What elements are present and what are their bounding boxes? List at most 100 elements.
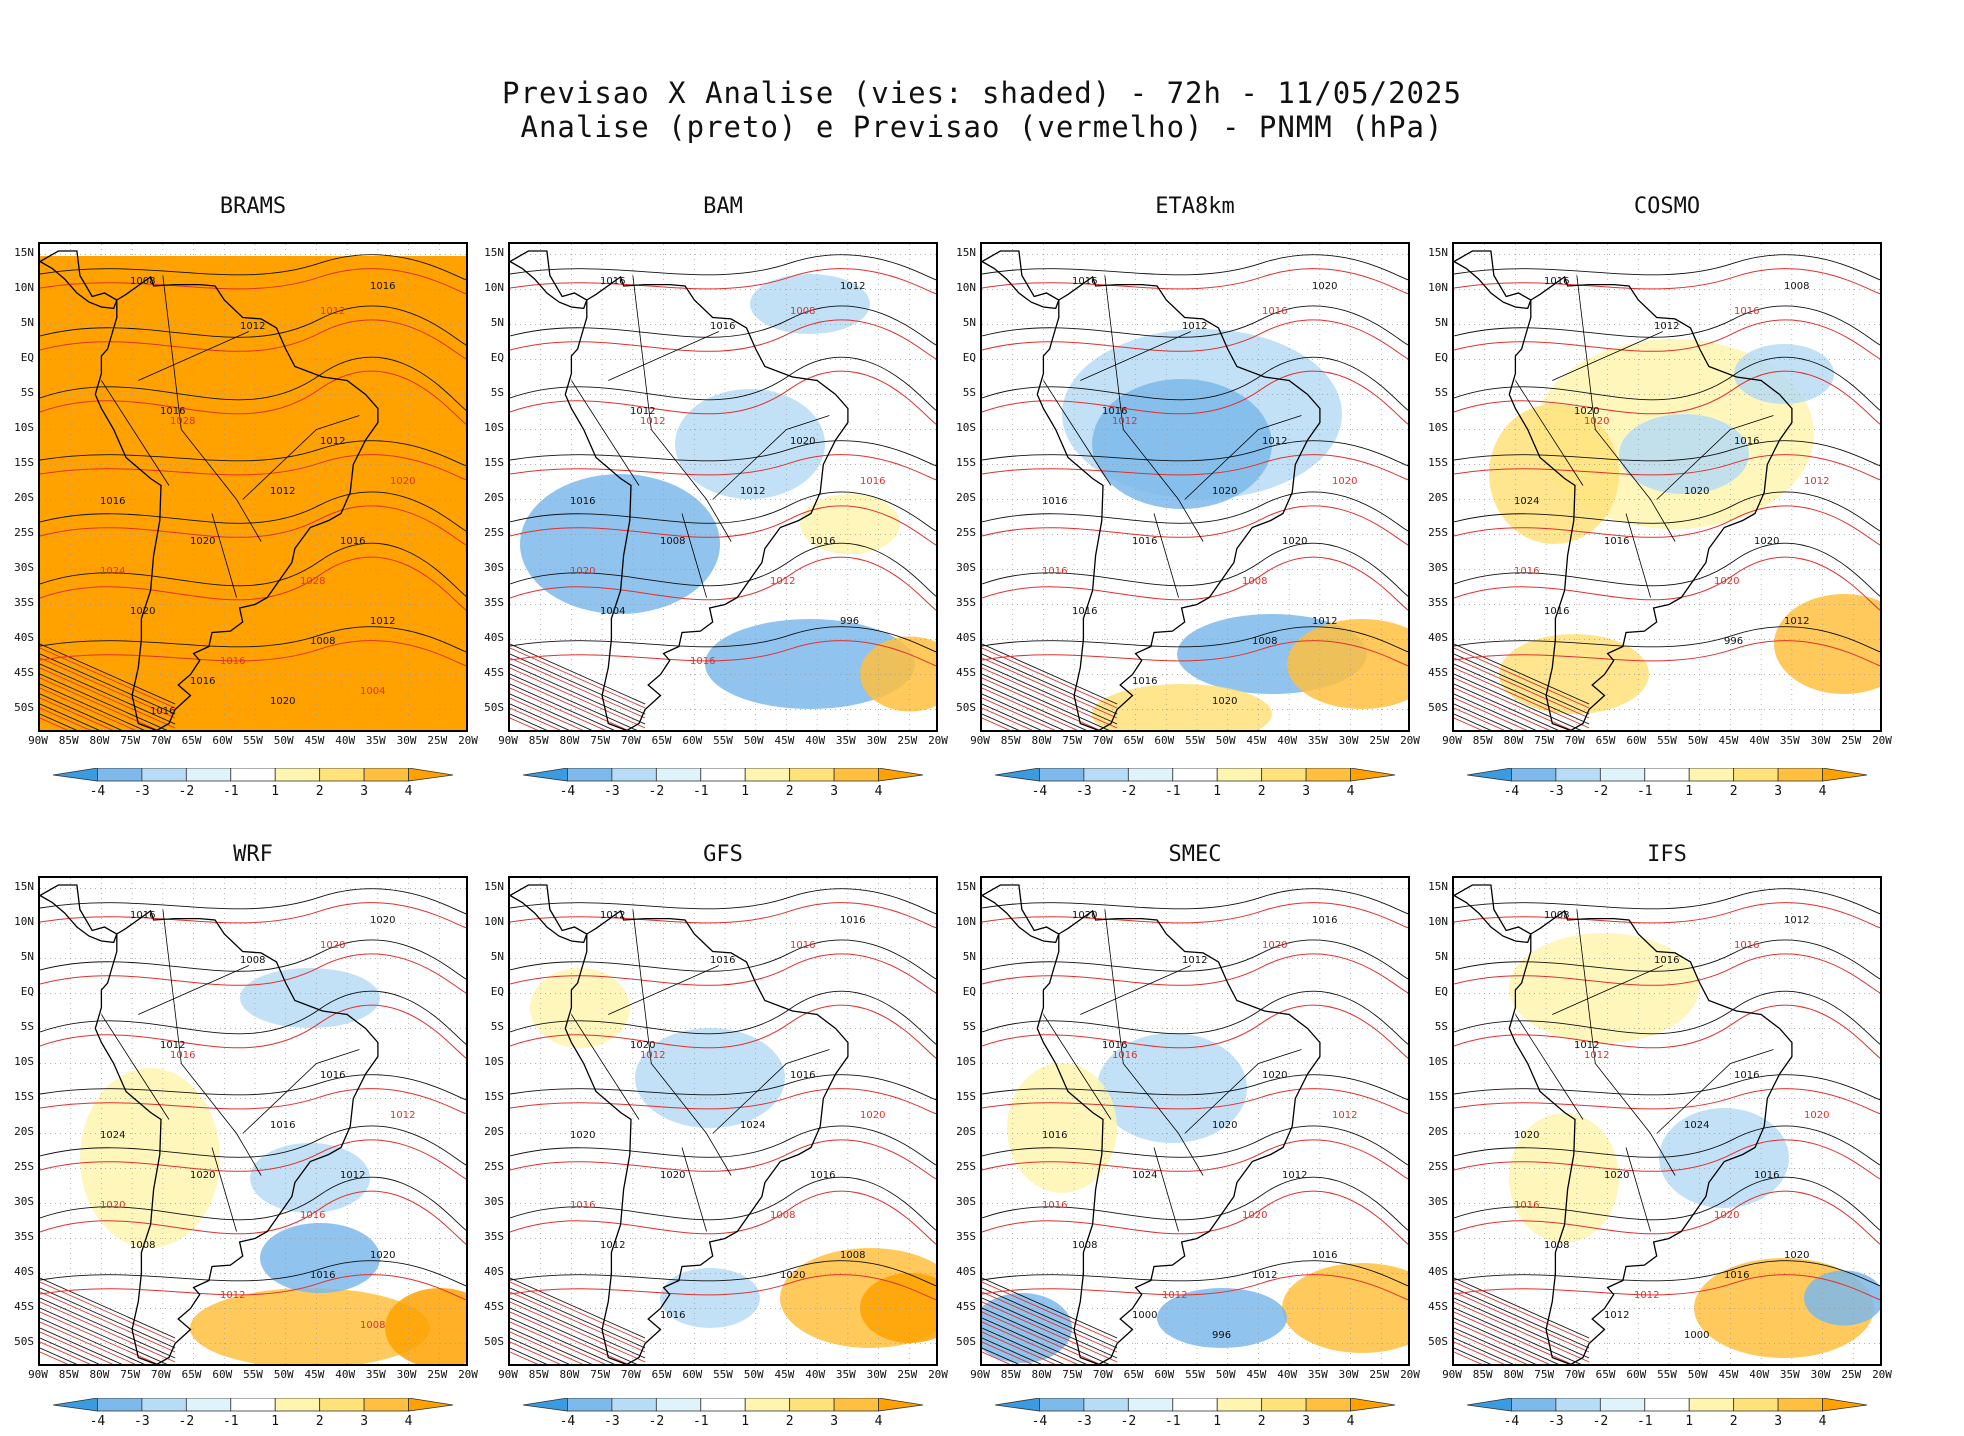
forecast-isobar (40, 717, 69, 730)
colorbar-segment (1688, 1398, 1735, 1412)
lon-tick-label: 55W (243, 1368, 263, 1381)
country-border (1515, 1014, 1584, 1120)
panel-title: GFS (703, 842, 743, 867)
lon-tick-label: 50W (1215, 734, 1236, 747)
analysis-isobar-label: 1016 (710, 321, 735, 332)
analysis-isobar-label: 1012 (1252, 1270, 1277, 1281)
analysis-isobar (1454, 491, 1880, 532)
forecast-isobar (40, 647, 176, 709)
lat-tick-label: 50S (484, 1334, 504, 1348)
lat-tick-label: 25S (14, 1159, 34, 1173)
analysis-isobar (40, 491, 466, 532)
forecast-isobar (982, 677, 1101, 730)
lon-tick-label: 90W (970, 734, 990, 747)
lon-tick-label: 30W (1810, 734, 1831, 747)
forecast-isobar (40, 1291, 176, 1353)
forecast-isobar (982, 1190, 1408, 1245)
country-border (1184, 415, 1302, 500)
lon-tick-label: 70W (1564, 1368, 1585, 1381)
colorbar-label: -4 (89, 1414, 106, 1429)
colorbar-segment (1511, 768, 1557, 782)
analysis-isobar-label: 1016 (810, 536, 835, 547)
analysis-isobar-label: 1020 (270, 696, 295, 707)
analysis-isobar-label: 1020 (1754, 536, 1779, 547)
lon-tick-label: 70W (150, 734, 171, 747)
colorbar-label: -2 (1120, 1414, 1137, 1429)
analysis-isobar (982, 1317, 1087, 1364)
lon-tick-label: 25W (1369, 1368, 1390, 1381)
forecast-isobar (510, 1274, 936, 1301)
lon-tick-label: 75W (590, 1368, 611, 1381)
lon-tick-label: 65W (181, 734, 202, 747)
analysis-isobar (510, 1176, 936, 1231)
map-canvas: 1020 1016 1012 1016 1020 1016 1020 1024 1012 1008… (982, 878, 1408, 1364)
colorbar-segment (567, 1398, 613, 1412)
lon-tick-label: 20W (458, 1368, 478, 1381)
lon-tick-label: 55W (1657, 734, 1677, 747)
colorbar-label: 2 (1257, 1414, 1266, 1429)
country-border (138, 331, 250, 381)
forecast-isobar (982, 1291, 1118, 1353)
forecast-isobar (1454, 454, 1880, 481)
forecast-isobar-label: 1012 (1804, 476, 1829, 487)
colorbar-label: 4 (874, 784, 883, 799)
lat-tick-label: 40S (956, 630, 976, 644)
forecast-isobar-label: 1012 (770, 576, 795, 587)
lat-tick-label: 15S (484, 1089, 504, 1103)
analysis-isobar (1454, 1277, 1590, 1339)
lon-tick-label: 80W (559, 734, 580, 747)
forecast-isobar (510, 953, 936, 994)
colorbar-segment (141, 768, 187, 782)
colorbar-label: 3 (1302, 1414, 1311, 1429)
lon-tick-label: 30W (1810, 1368, 1831, 1381)
forecast-isobar (510, 1281, 646, 1343)
country-border (1043, 380, 1112, 486)
lon-tick-label: 90W (1442, 734, 1462, 747)
colorbar-segment (1305, 1398, 1351, 1412)
forecast-isobar (40, 1311, 159, 1364)
analysis-isobar (40, 1260, 466, 1287)
forecast-isobar (1454, 640, 1880, 667)
colorbar-segment (141, 1398, 187, 1412)
forecast-isobar (982, 268, 1408, 295)
colorbar-label: 2 (315, 1414, 324, 1429)
analysis-isobar (1454, 643, 1590, 705)
analysis-isobar-label: 1016 (190, 676, 215, 687)
colorbar-segment (1039, 768, 1085, 782)
forecast-isobar (1454, 1311, 1573, 1364)
analysis-isobar (510, 491, 936, 532)
lat-tick-label: EQ (20, 984, 34, 998)
lon-tick-label: 75W (1534, 1368, 1555, 1381)
analysis-isobar-label: 1016 (810, 1170, 835, 1181)
panel-title: COSMO (1633, 194, 1701, 219)
analysis-isobar (982, 643, 1118, 705)
lon-tick-label: 85W (1000, 734, 1021, 747)
colorbar-label: -3 (1076, 1414, 1092, 1429)
analysis-isobar (1454, 305, 1880, 346)
lon-tick-label: 80W (559, 1368, 580, 1381)
forecast-isobar (982, 1311, 1101, 1364)
forecast-isobar (510, 707, 561, 730)
forecast-isobar (40, 268, 466, 295)
analysis-isobar (40, 542, 466, 597)
country-border (1576, 909, 1676, 1176)
lat-tick-label: 10N (14, 914, 34, 928)
analysis-isobar (510, 1277, 646, 1339)
lat-tick-label: 10S (1428, 420, 1448, 434)
forecast-isobar (1454, 1321, 1550, 1364)
analysis-isobar-label: 1016 (1072, 276, 1097, 287)
colorbar-label: -4 (89, 784, 106, 799)
analysis-isobar-label: 1020 (190, 536, 215, 547)
bias-shading (1097, 1033, 1247, 1143)
lon-tick-label: 30W (1338, 1368, 1359, 1381)
forecast-isobar (1454, 697, 1528, 730)
analysis-isobar-label: 1020 (1312, 281, 1337, 292)
forecast-isobar (1454, 953, 1880, 994)
colorbar-segment (995, 1398, 1040, 1412)
forecast-isobar (1454, 1281, 1590, 1343)
colorbar-label: -1 (1164, 1414, 1181, 1429)
analysis-isobar-label: 1024 (100, 1130, 125, 1141)
analysis-isobar (40, 713, 78, 730)
analysis-isobar-label: 1016 (1654, 955, 1679, 966)
forecast-isobar-label: 1020 (570, 566, 595, 577)
